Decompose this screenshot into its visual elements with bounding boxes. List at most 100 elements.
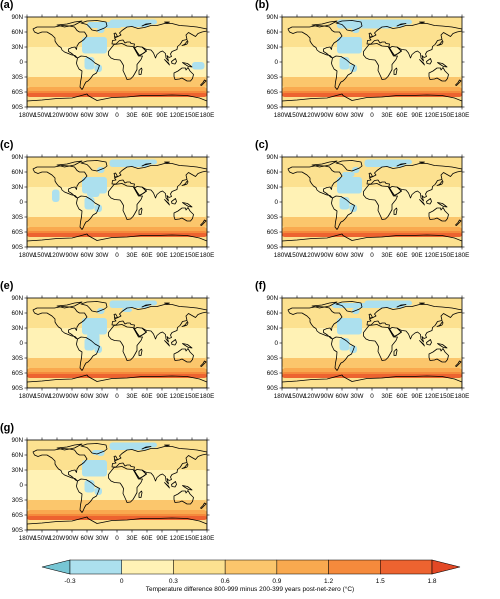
lon-tick-label: 30E (126, 393, 137, 400)
lat-tick-label: 30S (267, 214, 278, 221)
lat-tick-label: 30S (12, 355, 23, 362)
coastline (141, 163, 152, 167)
anomaly-patch-cool (337, 318, 362, 335)
coastline (164, 444, 170, 447)
coastline (173, 207, 194, 222)
colorbar-segment (380, 559, 433, 575)
coastline (164, 199, 170, 206)
coastline (436, 180, 444, 186)
anomaly-patch-tropics (282, 187, 462, 217)
lat-tick-label: 60S (12, 512, 23, 519)
coastline (32, 306, 88, 340)
lon-tick-label: 120W (304, 112, 321, 119)
lon-tick-label: 60W (81, 393, 94, 400)
anomaly-patch-tropics (27, 47, 207, 77)
coastline (287, 25, 343, 59)
lon-tick-label: 60W (81, 535, 94, 542)
coastline (200, 502, 207, 509)
lon-tick-label: 120E (425, 393, 440, 400)
coastline (455, 79, 462, 86)
coastline (138, 67, 143, 75)
coastline (141, 304, 152, 308)
lon-tick-label: 90W (66, 535, 79, 542)
coastline (200, 79, 207, 86)
lat-tick-label: 60S (12, 229, 23, 236)
coastline (76, 336, 100, 371)
anomaly-patch-cool (87, 22, 122, 28)
coastline (437, 343, 448, 349)
lat-tick-label: 90S (12, 244, 23, 251)
lon-tick-label: 60W (336, 112, 349, 119)
colorbar-segment (173, 559, 226, 575)
coastline (436, 40, 444, 46)
anomaly-patch-warm (282, 77, 462, 87)
coastline (32, 25, 88, 59)
lon-tick-label: 90E (156, 535, 167, 542)
colorbar-tick-label: 0.3 (169, 578, 178, 585)
anomaly-patch-hotter (27, 93, 207, 97)
lon-tick-label: 90W (321, 252, 334, 259)
coastline (363, 324, 398, 361)
coastline (32, 448, 88, 482)
coastline (56, 160, 83, 168)
lon-tick-label: 60E (396, 112, 407, 119)
lat-tick-label: 60N (11, 29, 23, 36)
coastline (80, 160, 108, 172)
coastline (419, 302, 425, 305)
lat-tick-label: 30N (11, 325, 23, 332)
lat-tick-label: 90N (11, 295, 23, 302)
colorbar-title: Temperature difference 800-999 minus 200… (145, 586, 355, 593)
coastline (113, 172, 118, 178)
coastline (134, 327, 147, 337)
lon-tick-label: 60E (396, 393, 407, 400)
coastline (437, 202, 448, 208)
coastline (76, 478, 100, 513)
lon-tick-label: 120W (49, 112, 66, 119)
coastline (363, 183, 398, 220)
lon-tick-label: 150W (289, 252, 306, 259)
lon-tick-label: 60W (336, 393, 349, 400)
lat-tick-label: 60S (267, 229, 278, 236)
lon-tick-label: 90E (156, 252, 167, 259)
colorbar-tick-label: 1.5 (376, 578, 385, 585)
coastline (426, 58, 432, 65)
coastline (311, 20, 338, 28)
panel-label: (b) (255, 0, 270, 11)
lon-tick-label: 0 (370, 393, 374, 400)
lat-tick-label: 60N (11, 310, 23, 317)
lat-tick-label: 30N (266, 325, 278, 332)
lat-tick-label: 0 (274, 199, 278, 206)
lat-tick-label: 30S (12, 74, 23, 81)
lon-tick-label: 0 (115, 112, 119, 119)
anomaly-patch-tropics (27, 470, 207, 500)
lat-tick-label: 60N (266, 310, 278, 317)
lon-tick-label: 90W (321, 393, 334, 400)
coastline (164, 21, 170, 24)
coastline (80, 301, 108, 313)
lon-tick-label: 90E (156, 112, 167, 119)
coastline (181, 463, 189, 469)
lat-tick-label: 0 (19, 340, 23, 347)
lat-tick-label: 90S (12, 385, 23, 392)
coastline (56, 301, 83, 309)
coastline (141, 23, 152, 27)
coastline (182, 202, 193, 208)
colorbar-segment (69, 559, 122, 575)
coastline (393, 207, 398, 215)
lat-tick-label: 0 (19, 199, 23, 206)
lon-tick-label: 120W (49, 393, 66, 400)
lon-tick-label: 30E (126, 112, 137, 119)
lon-tick-label: 0 (370, 112, 374, 119)
lat-tick-label: 30N (266, 184, 278, 191)
lon-tick-label: 90W (66, 393, 79, 400)
coastline (287, 306, 343, 340)
coastline (331, 195, 355, 230)
coastline (389, 327, 402, 337)
anomaly-patch-tropics (282, 47, 462, 77)
lat-tick-label: 30S (267, 74, 278, 81)
lon-tick-label: 0 (115, 252, 119, 259)
lon-tick-label: 60E (396, 252, 407, 259)
lon-tick-label: 90W (66, 112, 79, 119)
lat-tick-label: 60N (11, 452, 23, 459)
lon-tick-label: 180W (274, 393, 291, 400)
